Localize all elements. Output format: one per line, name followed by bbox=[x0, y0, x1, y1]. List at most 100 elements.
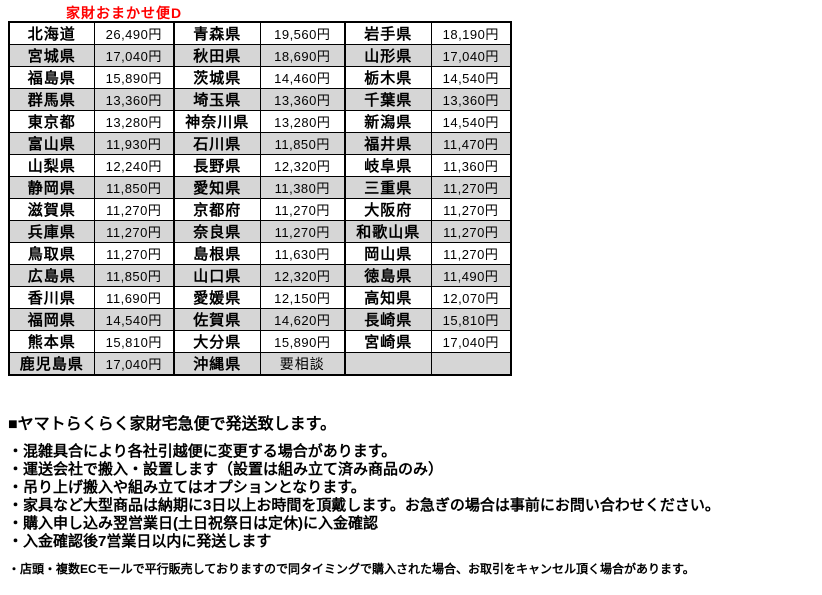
table-row: 香川県 11,690円 愛媛県 12,150円 高知県 12,070円 bbox=[8, 286, 512, 309]
shipping-fee-table: 北海道 26,490円 青森県 19,560円 岩手県 18,190円 宮城県 17,040円… bbox=[8, 21, 512, 376]
price-cell: 12,320円 bbox=[259, 154, 346, 177]
table-row: 兵庫県 11,270円 奈良県 11,270円 和歌山県 11,270円 bbox=[8, 220, 512, 243]
prefecture-cell: 新潟県 bbox=[344, 110, 432, 133]
price-cell: 13,360円 bbox=[259, 88, 346, 111]
table-row: 熊本県 15,810円 大分県 15,890円 宮崎県 17,040円 bbox=[8, 330, 512, 353]
prefecture-cell: 秋田県 bbox=[173, 44, 261, 67]
note-item: ・吊り上げ搬入や組み立てはオプションとなります。 bbox=[8, 479, 366, 496]
price-cell: 11,490円 bbox=[430, 264, 512, 287]
price-cell: 11,270円 bbox=[93, 220, 175, 243]
price-cell: 11,850円 bbox=[93, 264, 175, 287]
price-cell: 11,270円 bbox=[93, 242, 175, 265]
price-cell: 要相談 bbox=[259, 352, 346, 376]
note-item: ・運送会社で搬入・設置します（設置は組み立て済み商品のみ） bbox=[8, 461, 444, 478]
price-cell: 18,690円 bbox=[259, 44, 346, 67]
price-cell: 11,270円 bbox=[93, 198, 175, 221]
prefecture-cell: 群馬県 bbox=[8, 88, 95, 111]
note-item: ・購入申し込み翌営業日(土日祝祭日は定休)に入金確認 bbox=[8, 515, 378, 532]
price-cell: 12,070円 bbox=[430, 286, 512, 309]
price-cell: 11,270円 bbox=[259, 198, 346, 221]
price-cell: 14,540円 bbox=[430, 110, 512, 133]
prefecture-cell: 山梨県 bbox=[8, 154, 95, 177]
prefecture-cell: 石川県 bbox=[173, 132, 261, 155]
price-cell: 17,040円 bbox=[93, 44, 175, 67]
shipping-fee-table-body: 北海道 26,490円 青森県 19,560円 岩手県 18,190円 宮城県 17,040円… bbox=[8, 21, 512, 376]
price-cell: 14,460円 bbox=[259, 66, 346, 89]
table-row: 東京都 13,280円 神奈川県 13,280円 新潟県 14,540円 bbox=[8, 110, 512, 133]
price-cell: 11,850円 bbox=[259, 132, 346, 155]
prefecture-cell: 埼玉県 bbox=[173, 88, 261, 111]
price-cell: 11,630円 bbox=[259, 242, 346, 265]
price-cell: 11,270円 bbox=[430, 198, 512, 221]
price-cell: 11,470円 bbox=[430, 132, 512, 155]
table-row: 静岡県 11,850円 愛知県 11,380円 三重県 11,270円 bbox=[8, 176, 512, 199]
prefecture-cell: 鳥取県 bbox=[8, 242, 95, 265]
prefecture-cell: 奈良県 bbox=[173, 220, 261, 243]
prefecture-cell: 愛媛県 bbox=[173, 286, 261, 309]
prefecture-cell: 香川県 bbox=[8, 286, 95, 309]
table-row: 富山県 11,930円 石川県 11,850円 福井県 11,470円 bbox=[8, 132, 512, 155]
table-row: 滋賀県 11,270円 京都府 11,270円 大阪府 11,270円 bbox=[8, 198, 512, 221]
price-cell bbox=[430, 352, 512, 376]
notes-heading: ■ヤマトらくらく家財宅急便で発送致します。 bbox=[8, 416, 337, 433]
prefecture-cell bbox=[344, 352, 432, 376]
price-cell: 12,320円 bbox=[259, 264, 346, 287]
price-cell: 15,810円 bbox=[93, 330, 175, 353]
prefecture-cell: 宮城県 bbox=[8, 44, 95, 67]
table-row: 福島県 15,890円 茨城県 14,460円 栃木県 14,540円 bbox=[8, 66, 512, 89]
prefecture-cell: 大阪府 bbox=[344, 198, 432, 221]
shipping-notes-section: ■ヤマトらくらく家財宅急便で発送致します。 ・混雑具合により各社引越便に変更する… bbox=[8, 410, 818, 577]
prefecture-cell: 広島県 bbox=[8, 264, 95, 287]
price-cell: 26,490円 bbox=[93, 21, 175, 45]
price-cell: 18,190円 bbox=[430, 21, 512, 45]
prefecture-cell: 東京都 bbox=[8, 110, 95, 133]
prefecture-cell: 長野県 bbox=[173, 154, 261, 177]
prefecture-cell: 千葉県 bbox=[344, 88, 432, 111]
prefecture-cell: 高知県 bbox=[344, 286, 432, 309]
price-cell: 19,560円 bbox=[259, 21, 346, 45]
prefecture-cell: 鹿児島県 bbox=[8, 352, 95, 376]
price-cell: 11,360円 bbox=[430, 154, 512, 177]
prefecture-cell: 山口県 bbox=[173, 264, 261, 287]
prefecture-cell: 滋賀県 bbox=[8, 198, 95, 221]
table-row: 鳥取県 11,270円 島根県 11,630円 岡山県 11,270円 bbox=[8, 242, 512, 265]
table-row: 宮城県 17,040円 秋田県 18,690円 山形県 17,040円 bbox=[8, 44, 512, 67]
price-cell: 17,040円 bbox=[430, 44, 512, 67]
prefecture-cell: 徳島県 bbox=[344, 264, 432, 287]
prefecture-cell: 福島県 bbox=[8, 66, 95, 89]
price-cell: 11,270円 bbox=[430, 176, 512, 199]
price-cell: 13,280円 bbox=[93, 110, 175, 133]
prefecture-cell: 茨城県 bbox=[173, 66, 261, 89]
prefecture-cell: 三重県 bbox=[344, 176, 432, 199]
prefecture-cell: 富山県 bbox=[8, 132, 95, 155]
price-cell: 11,850円 bbox=[93, 176, 175, 199]
price-cell: 11,380円 bbox=[259, 176, 346, 199]
prefecture-cell: 北海道 bbox=[8, 21, 95, 45]
price-cell: 13,360円 bbox=[93, 88, 175, 111]
price-cell: 17,040円 bbox=[430, 330, 512, 353]
table-row: 山梨県 12,240円 長野県 12,320円 岐阜県 11,360円 bbox=[8, 154, 512, 177]
prefecture-cell: 山形県 bbox=[344, 44, 432, 67]
table-row: 群馬県 13,360円 埼玉県 13,360円 千葉県 13,360円 bbox=[8, 88, 512, 111]
prefecture-cell: 岐阜県 bbox=[344, 154, 432, 177]
prefecture-cell: 静岡県 bbox=[8, 176, 95, 199]
prefecture-cell: 栃木県 bbox=[344, 66, 432, 89]
price-cell: 11,690円 bbox=[93, 286, 175, 309]
price-cell: 11,270円 bbox=[430, 242, 512, 265]
note-item: ・混雑具合により各社引越便に変更する場合があります。 bbox=[8, 443, 397, 460]
table-row: 北海道 26,490円 青森県 19,560円 岩手県 18,190円 bbox=[8, 21, 512, 45]
prefecture-cell: 京都府 bbox=[173, 198, 261, 221]
prefecture-cell: 和歌山県 bbox=[344, 220, 432, 243]
note-item: ・家具など大型商品は納期に3日以上お時間を頂戴します。お急ぎの場合は事前にお問い… bbox=[8, 497, 720, 514]
prefecture-cell: 愛知県 bbox=[173, 176, 261, 199]
price-cell: 17,040円 bbox=[93, 352, 175, 376]
price-cell: 13,280円 bbox=[259, 110, 346, 133]
price-cell: 12,240円 bbox=[93, 154, 175, 177]
prefecture-cell: 岩手県 bbox=[344, 21, 432, 45]
prefecture-cell: 熊本県 bbox=[8, 330, 95, 353]
prefecture-cell: 岡山県 bbox=[344, 242, 432, 265]
price-cell: 14,540円 bbox=[93, 308, 175, 331]
price-cell: 12,150円 bbox=[259, 286, 346, 309]
cancellation-note: ・店頭・複数ECモールで平行販売しておりますので同タイミングで購入された場合、お… bbox=[8, 562, 695, 576]
